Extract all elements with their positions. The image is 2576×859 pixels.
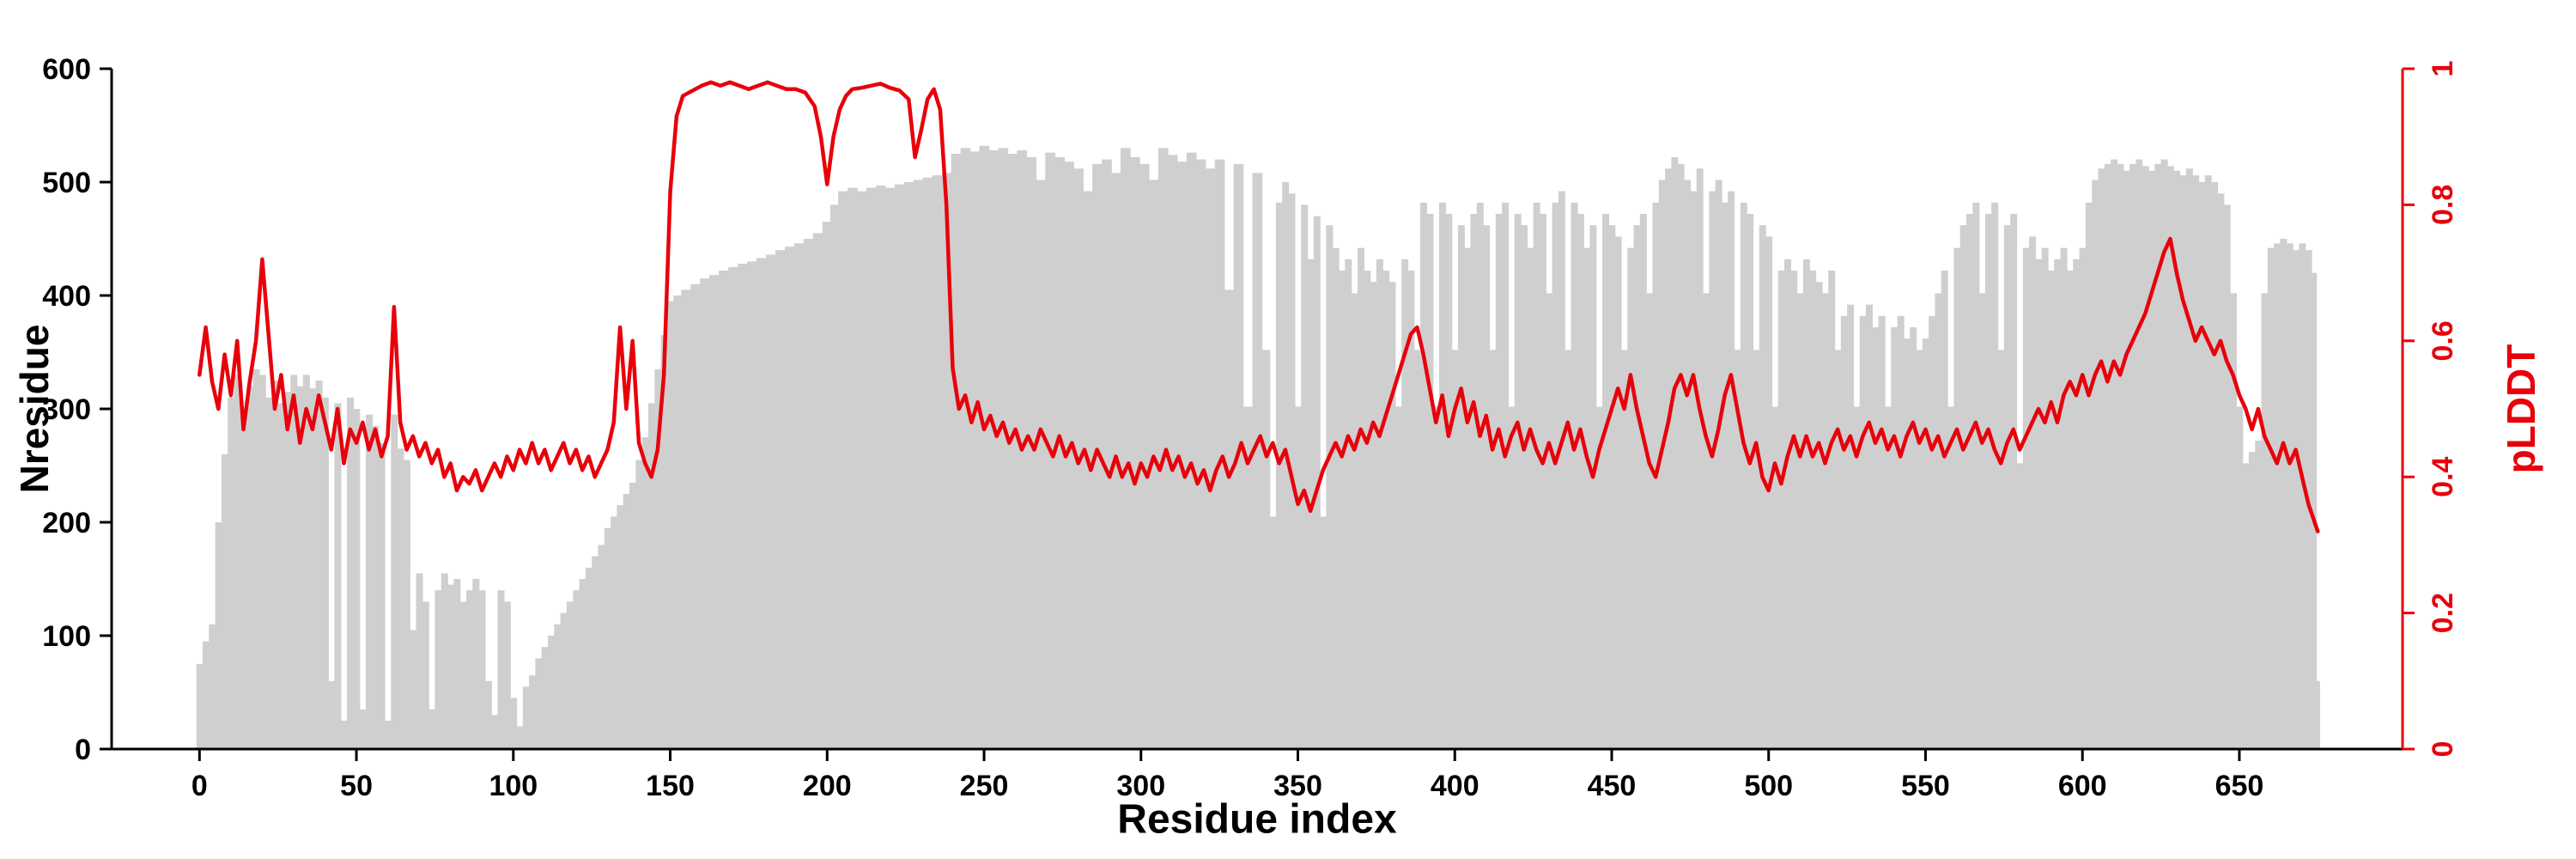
svg-text:50: 50 bbox=[340, 770, 373, 802]
svg-text:200: 200 bbox=[42, 507, 91, 539]
svg-text:1: 1 bbox=[2427, 61, 2459, 77]
svg-text:150: 150 bbox=[646, 770, 695, 802]
svg-text:300: 300 bbox=[42, 393, 91, 426]
svg-text:0: 0 bbox=[75, 734, 91, 766]
svg-text:600: 600 bbox=[42, 53, 91, 86]
svg-text:500: 500 bbox=[42, 167, 91, 199]
svg-text:400: 400 bbox=[42, 280, 91, 313]
svg-text:650: 650 bbox=[2215, 770, 2264, 802]
svg-text:600: 600 bbox=[2058, 770, 2107, 802]
y-axis-right: 0 0.2 0.4 0.6 0.8 1 bbox=[2401, 61, 2459, 758]
svg-text:500: 500 bbox=[1744, 770, 1793, 802]
svg-text:0.8: 0.8 bbox=[2427, 185, 2459, 225]
svg-text:400: 400 bbox=[1431, 770, 1479, 802]
svg-text:0: 0 bbox=[2427, 741, 2459, 758]
nresidue-bars bbox=[196, 145, 2320, 750]
svg-text:450: 450 bbox=[1588, 770, 1637, 802]
svg-text:250: 250 bbox=[960, 770, 1009, 802]
svg-text:100: 100 bbox=[489, 770, 538, 802]
x-axis-label: Residue index bbox=[1117, 796, 1397, 843]
svg-text:200: 200 bbox=[803, 770, 852, 802]
svg-text:550: 550 bbox=[1901, 770, 1950, 802]
svg-text:0.2: 0.2 bbox=[2427, 593, 2459, 633]
y-axis-label-right: pLDDT bbox=[2499, 344, 2543, 474]
svg-text:300: 300 bbox=[1116, 770, 1165, 802]
y-axis-label-left: Nresidue bbox=[12, 324, 57, 494]
svg-text:100: 100 bbox=[42, 620, 91, 653]
svg-text:350: 350 bbox=[1273, 770, 1322, 802]
x-axis: 0 50 100 150 200 250 300 350 400 450 500 550 600 650 bbox=[112, 747, 2403, 802]
svg-text:0.4: 0.4 bbox=[2427, 456, 2459, 497]
plddt-line bbox=[197, 80, 2320, 533]
svg-text:0.6: 0.6 bbox=[2427, 320, 2459, 361]
svg-text:0: 0 bbox=[191, 770, 208, 802]
y-axis-left: 0 100 200 300 400 500 600 bbox=[42, 53, 113, 766]
